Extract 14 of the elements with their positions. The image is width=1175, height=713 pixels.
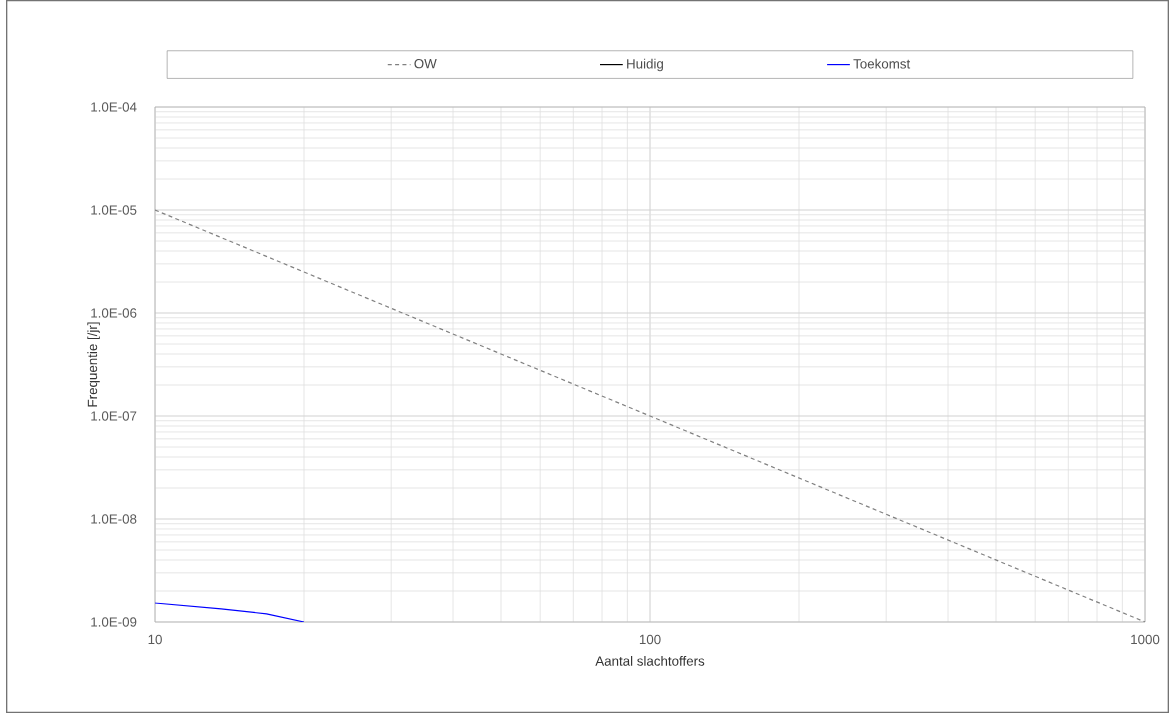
legend-label: Toekomst [853, 58, 911, 69]
y-tick-label: 1.0E-09 [91, 617, 137, 627]
y-tick-label: 1.0E-07 [91, 411, 137, 421]
x-axis-title: Aantal slachtoffers [595, 655, 705, 666]
legend-label: OW [414, 58, 437, 69]
x-tick-label: 1000 [1131, 634, 1160, 645]
legend-label: Huidig [627, 58, 663, 72]
y-tick-label: 1.0E-05 [91, 205, 137, 215]
x-tick-label: 100 [639, 634, 661, 645]
y-tick-label: 1.0E-04 [91, 102, 137, 112]
y-axis-title: Frequentie [/jr] [87, 322, 100, 407]
y-tick-label: 1.0E-08 [91, 514, 137, 524]
y-tick-label: 1.0E-06 [91, 308, 137, 318]
x-tick-label: 10 [148, 634, 162, 645]
